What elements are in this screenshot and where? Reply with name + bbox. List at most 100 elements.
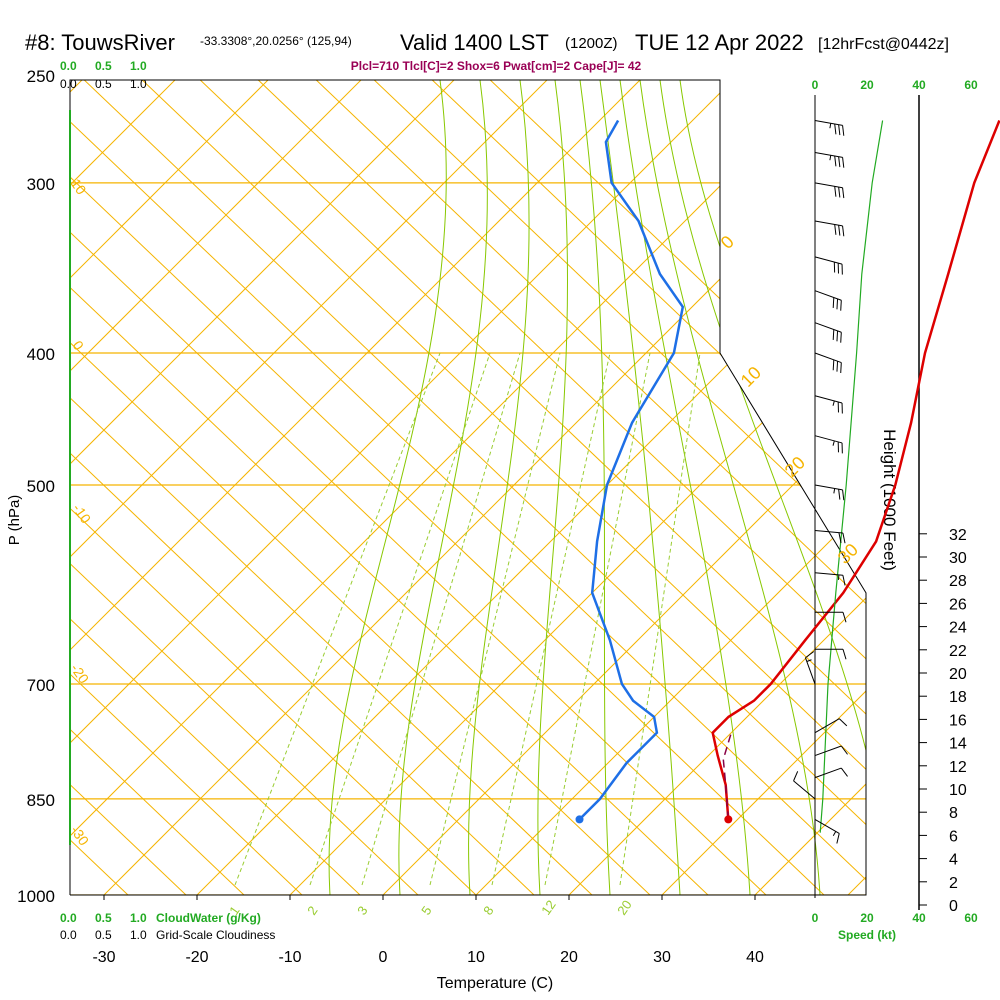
dry-adiabat-line: [199, 80, 866, 895]
height-tick-label: 30: [949, 550, 967, 567]
wind-barb: [814, 120, 845, 136]
y-tick-label: 300: [27, 175, 55, 194]
wind-barb-flag: [842, 125, 845, 136]
wind-barb: [814, 718, 848, 734]
speed-tick-label-top: 40: [912, 78, 926, 92]
wind-barb: [793, 771, 816, 800]
wind-barb-staff: [814, 256, 843, 265]
wind-barb-half-flag: [806, 659, 812, 662]
isotherm-line: [70, 80, 548, 895]
height-tick-label: 14: [949, 736, 967, 753]
height-tick-label: 0: [949, 898, 958, 915]
wind-barb-staff: [814, 220, 843, 227]
height-tick-label: 12: [949, 759, 967, 776]
speed-tick-label-top: 60: [964, 78, 978, 92]
wind-barb-flag: [838, 718, 848, 727]
moist-adiabat-line: [328, 80, 447, 895]
wind-barb-staff: [814, 152, 843, 158]
wind-barb: [814, 435, 843, 454]
plot-area: [70, 80, 866, 895]
speed-tick-label-bottom: 40: [912, 911, 926, 925]
speed-tick-label-bottom: 0: [812, 911, 819, 925]
wind-barb: [814, 256, 843, 275]
moist-adiabat-line: [599, 80, 681, 895]
wind-barb-flag: [834, 224, 837, 235]
wind-barb-flag: [836, 298, 839, 310]
wind-barb: [814, 484, 845, 501]
wind-barb-flag: [842, 532, 846, 544]
isotherm-label: -20: [68, 661, 93, 687]
series-line-parcel: [722, 732, 733, 820]
wind-barb: [814, 322, 842, 343]
x-tick-label: 0: [379, 949, 388, 966]
wind-barb-flag: [842, 649, 847, 660]
dry-adiabat-line: [373, 80, 866, 895]
cloud-scale-label: 0.0: [60, 59, 77, 73]
x-tick-label: -30: [92, 949, 115, 966]
wind-barb: [814, 152, 845, 168]
cloud-scale-label: 0.0: [60, 77, 77, 91]
dry-adiabat-line: [83, 80, 866, 895]
cloud-scale-label: 1.0: [130, 59, 147, 73]
isotherm-label: -30: [68, 823, 93, 849]
wind-barb-staff: [793, 780, 816, 800]
dry-adiabat-line: [489, 80, 866, 895]
height-tick-label: 20: [949, 666, 967, 683]
surface-temperature-point: [724, 815, 733, 824]
wind-barb-half-flag: [829, 123, 832, 129]
isotherm-line: [70, 80, 269, 895]
dry-adiabat-line: [70, 80, 477, 895]
cloud-scale-label: 1.0: [130, 928, 147, 942]
dry-adiabat-line: [70, 80, 245, 895]
wind-barb-half-flag: [829, 155, 832, 161]
height-tick-label: 24: [949, 620, 967, 637]
isotherm-line: [289, 80, 866, 895]
wind-barb-flag: [838, 156, 841, 168]
wind-barb-flag: [840, 332, 842, 343]
wind-barb-flag: [840, 362, 842, 374]
dry-adiabat-line: [70, 80, 709, 895]
wind-barb-staff: [814, 818, 840, 834]
height-tick-label: 26: [949, 596, 967, 613]
cloud-scale-label: 0.0: [60, 928, 77, 942]
wind-barb: [814, 572, 846, 586]
moist-adiabat-line: [537, 80, 568, 895]
dry-adiabat-line: [70, 80, 303, 895]
grid-layer: [69, 79, 927, 910]
mixing-ratio-label: 5: [418, 903, 434, 918]
cloud-scale-label: 0.5: [95, 77, 112, 91]
surface-dewpoint-point: [575, 815, 584, 824]
moist-adiabat-line: [619, 80, 751, 895]
station-title: #8: TouwsRiver: [25, 30, 175, 55]
x-tick-label: 40: [746, 949, 764, 966]
dry-adiabat-line: [70, 80, 593, 895]
cloud-scale-label: 0.5: [95, 59, 112, 73]
isotherm-line: [847, 80, 866, 895]
mixing-ratio-line: [544, 352, 651, 886]
wind-barb-flag: [832, 359, 835, 371]
dry-adiabat-line: [315, 80, 866, 895]
height-tick-label: 16: [949, 712, 967, 729]
x-tick-label: -20: [185, 949, 208, 966]
isotherm-line: [475, 80, 866, 895]
mixing-ratio-label: 20: [614, 897, 635, 917]
wind-barb: [814, 767, 848, 779]
wind-barb-flag: [838, 124, 841, 136]
wind-barb-staff: [814, 572, 843, 576]
y-tick-label: 1000: [17, 887, 55, 906]
wind-barb-flag: [836, 833, 840, 844]
wind-barb-flag: [838, 532, 842, 543]
wind-barb-flag: [832, 329, 835, 340]
wind-speed-profile: [819, 120, 884, 833]
wind-barb: [814, 352, 842, 374]
wind-barb-half-flag: [832, 440, 835, 446]
isotherm-label-right: 20: [781, 453, 809, 481]
wind-barb-flag: [842, 187, 845, 199]
wind-barb: [814, 530, 846, 544]
cloud-scale-label: 1.0: [130, 77, 147, 91]
wind-barb-flag: [842, 612, 847, 623]
wind-barb-flag: [834, 123, 837, 135]
wind-barb-staff: [814, 745, 842, 757]
y-tick-label: 850: [27, 791, 55, 810]
